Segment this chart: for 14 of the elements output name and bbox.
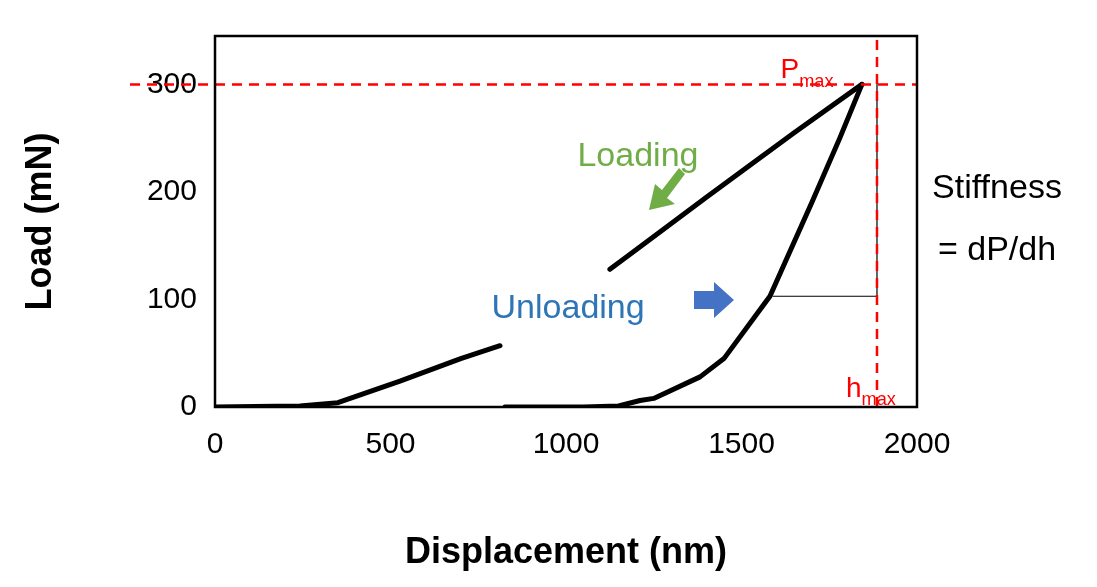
x-tick-label: 1000 [532,426,600,460]
annotation: Unloading [491,286,645,325]
text: = dP/dh [937,229,1057,267]
y-tick-label: 0 [180,388,197,422]
x-tick-label: 500 [365,426,416,460]
text: Stiffness [932,167,1062,205]
x-tick-label: 1500 [708,426,775,460]
x-axis-title: Displacement (nm) [404,530,728,572]
annotation: Loading [577,135,699,174]
y-tick-label: 100 [146,280,197,314]
x-tick-label: 0 [206,426,224,460]
y-tick-label: 200 [146,173,197,207]
x-tick-label: 2000 [883,426,951,460]
y-axis-title: Load (mN) [17,132,59,311]
